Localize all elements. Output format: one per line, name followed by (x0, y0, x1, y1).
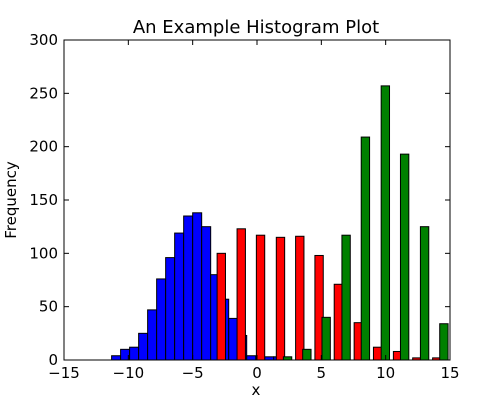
chart-title: An Example Histogram Plot (133, 17, 379, 38)
y-tick-label: 100 (29, 244, 58, 262)
bar-series-0-bin-7 (174, 232, 185, 360)
bar-series-0-bin-9 (192, 212, 203, 360)
x-tick-label: −15 (48, 364, 80, 382)
y-tick-label: 0 (48, 351, 58, 369)
x-tick-label: 15 (440, 364, 459, 382)
bar-series-0-bin-8 (183, 215, 194, 360)
x-tick-label: 5 (317, 364, 327, 382)
y-tick-label: 300 (29, 31, 58, 49)
bar-series-2-bin-2 (321, 316, 331, 360)
bar-series-1-bin-6 (333, 283, 344, 360)
bar-series-2-bin-7 (419, 226, 430, 360)
bar-series-1-bin-2 (255, 234, 266, 360)
bar-series-0-bin-0 (111, 355, 122, 360)
bar-series-0-bin-6 (165, 257, 176, 360)
y-axis-label: Frequency (2, 161, 20, 239)
bar-series-0-bin-3 (138, 332, 149, 360)
y-tick-label: 150 (29, 191, 58, 209)
bar-series-2-bin-1 (302, 348, 312, 360)
x-tick-label: −10 (113, 364, 145, 382)
bar-series-2-bin-9 (460, 351, 468, 360)
x-tick-label: 10 (376, 364, 395, 382)
bar-series-0-bin-13 (228, 317, 239, 360)
bar-series-1-bin-0 (216, 252, 226, 360)
y-tick-label: 200 (29, 138, 58, 156)
x-tick-label: 0 (252, 364, 262, 382)
y-tick-label: 250 (29, 84, 58, 102)
y-tick-label: 50 (39, 298, 58, 316)
bar-series-1-bin-1 (236, 228, 246, 360)
bar-series-2-bin-5 (380, 85, 391, 360)
x-tick-label: −5 (182, 364, 204, 382)
x-axis-label: x (252, 381, 261, 399)
bar-series-1-bin-4 (295, 235, 305, 360)
bar-series-1-bin-8 (372, 346, 383, 360)
bar-series-2-bin-3 (341, 234, 351, 360)
bar-series-2-bin-6 (399, 153, 410, 360)
bar-series-0-bin-4 (147, 309, 158, 360)
bars-layer (111, 85, 488, 360)
bar-series-0-bin-10 (201, 226, 212, 360)
bar-series-0-bin-5 (156, 278, 167, 360)
bar-series-0-bin-2 (129, 346, 140, 360)
bar-series-1-bin-3 (275, 236, 286, 360)
bar-series-2-bin-4 (360, 136, 371, 360)
bar-series-2-bin-8 (439, 323, 449, 360)
bar-series-1-bin-5 (314, 254, 324, 360)
bar-series-2-bin-10 (480, 358, 488, 360)
bar-series-0-bin-15 (246, 355, 257, 360)
